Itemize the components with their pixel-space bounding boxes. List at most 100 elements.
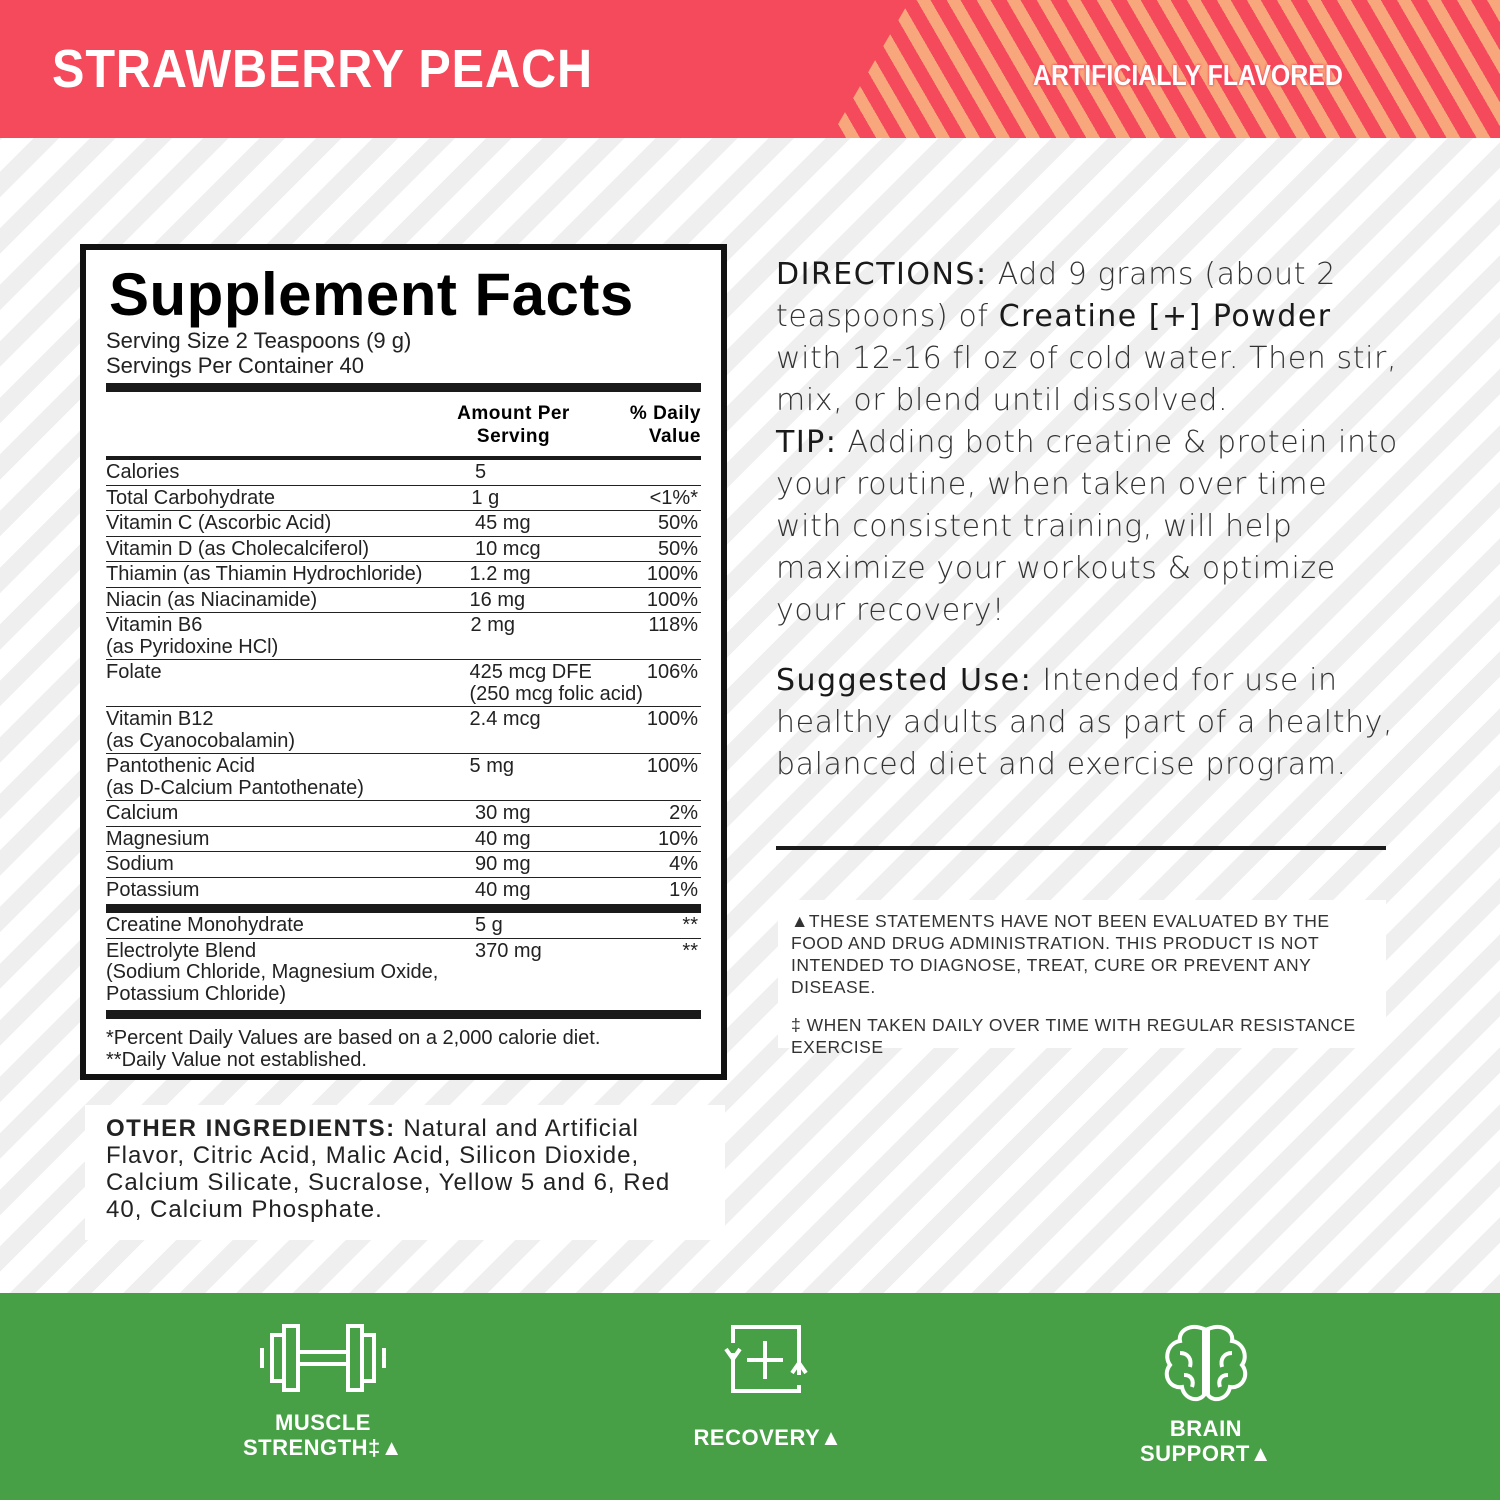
footnote-daily-value: *Percent Daily Values are based on a 2,0… <box>106 1027 601 1049</box>
section-divider <box>776 846 1386 850</box>
nutrient-daily-value: 50% <box>657 537 698 560</box>
nutrient-name-line: Niacin (as Niacinamide) <box>106 588 318 611</box>
nutrient-amount-line: 5 mg <box>469 755 514 777</box>
nutrient-amount: 1 g <box>471 486 649 510</box>
nutrient-daily-value: 4% <box>669 853 698 875</box>
nutrient-amount: 370 mg <box>475 939 655 1006</box>
nutrient-name-line: Calories <box>106 461 180 483</box>
table-row: Niacin (as Niacinamide) 16 mg 100% <box>106 588 701 613</box>
nutrient-daily-value: 118% <box>648 614 698 636</box>
flavor-note: ARTIFICIALLY FLAVORED <box>1033 60 1343 92</box>
nutrient-name-line: Potassium <box>106 878 200 901</box>
directions-panel: DIRECTIONS: Add 9 grams (about 2 teaspoo… <box>776 254 1401 786</box>
nutrient-name: Total Carbohydrate <box>106 487 471 510</box>
table-row: Thiamin (as Thiamin Hydrochloride) 1.2 mg… <box>106 562 701 588</box>
benefit-label: STRENGTH‡▲ <box>242 1435 403 1460</box>
table-row: Electrolyte Blend (Sodium Chloride, Magne… <box>106 939 701 1007</box>
nutrient-amount-line: 2 mg <box>470 614 515 636</box>
benefit-label: RECOVERY▲ <box>693 1425 843 1450</box>
nutrient-amount: 2 mg <box>470 614 649 658</box>
benefit-brain-support: BRAIN SUPPORT▲ <box>1086 1323 1326 1466</box>
nutrient-amount-line: 370 mg <box>475 939 542 962</box>
nutrient-daily-value: 2% <box>669 802 698 824</box>
table-row: Vitamin B12 (as Cyanocobalamin) 2.4 mcg 100… <box>106 707 701 754</box>
nutrient-name-line: Vitamin B12 <box>106 708 214 730</box>
directions-label: DIRECTIONS: <box>776 257 988 292</box>
nutrient-name: Vitamin C (Ascorbic Acid) <box>106 512 475 535</box>
table-row: Magnesium 40 mg 10% <box>106 827 701 852</box>
tip-label: TIP: <box>776 425 838 460</box>
nutrient-name-line: Vitamin C (Ascorbic Acid) <box>106 512 332 534</box>
dumbbell-icon <box>260 1324 386 1392</box>
nutrient-amount-line: 1 g <box>471 486 500 509</box>
nutrient-name: Folate <box>106 661 470 705</box>
nutrient-name-line: Vitamin D (as Cholecalciferol) <box>106 537 370 560</box>
nutrient-name: Vitamin B6 (as Pyridoxine HCl) <box>106 614 471 658</box>
tip-text: Adding both creatine & protein into your… <box>776 425 1398 628</box>
nutrient-daily-value <box>655 462 701 484</box>
nutrient-amount: 30 mg <box>475 802 655 825</box>
nutrient-name-line: (as D-Calcium Pantothenate) <box>106 776 364 799</box>
nutrient-amount: 40 mg <box>475 827 655 851</box>
product-name: Creatine [+] Powder <box>998 299 1332 334</box>
nutrient-name-line: Vitamin B6 <box>106 614 203 636</box>
nutrient-daily-value: 1% <box>669 878 698 901</box>
nutrient-amount: 5 mg <box>469 755 647 799</box>
nutrient-amount: 1.2 mg <box>469 563 647 586</box>
benefit-label: MUSCLE <box>275 1410 371 1435</box>
nutrient-name-line: Pantothenic Acid <box>106 755 255 777</box>
nutrient-amount-line: 90 mg <box>475 853 531 875</box>
nutrient-name: Calcium <box>106 802 475 825</box>
nutrient-name: Potassium <box>106 878 475 902</box>
nutrient-daily-value: <1%* <box>649 486 698 509</box>
other-ingredients: OTHER INGREDIENTS: Natural and Artificia… <box>85 1105 725 1240</box>
nutrient-amount-line: 16 mg <box>469 588 526 611</box>
flavor-name: STRAWBERRY PEACH <box>52 39 593 99</box>
footnote-not-established: **Daily Value not established. <box>106 1048 367 1071</box>
benefit-label: SUPPORT▲ <box>1139 1441 1273 1466</box>
nutrient-name: Electrolyte Blend (Sodium Chloride, Magne… <box>106 940 475 1006</box>
table-row: Sodium 90 mg 4% <box>106 852 701 878</box>
directions: DIRECTIONS: Add 9 grams (about 2 teaspoo… <box>776 254 1401 632</box>
table-row: Folate 425 mcg DFE (250 mcg folic acid) 106… <box>106 660 701 707</box>
nutrient-daily-value: 100% <box>646 588 698 611</box>
nutrient-amount-line: 30 mg <box>475 802 531 824</box>
supplement-facts-panel: Supplement Facts Serving Size 2 Teaspoon… <box>80 244 727 1080</box>
nutrient-name: Vitamin D (as Cholecalciferol) <box>106 537 475 561</box>
divider <box>106 1010 701 1019</box>
table-row: Potassium 40 mg 1% <box>106 878 701 903</box>
fda-disclaimer: ▲THESE STATEMENTS HAVE NOT BEEN EVALUATE… <box>791 911 1330 997</box>
nutrient-daily-value: 100% <box>646 755 698 777</box>
directions-text: Add 9 grams (about 2 teaspoons) of <box>776 257 1336 334</box>
nutrient-name: Niacin (as Niacinamide) <box>106 588 470 612</box>
nutrient-name: Calories <box>106 461 475 484</box>
table-row: Calcium 30 mg 2% <box>106 801 701 827</box>
blend-rows: Creatine Monohydrate 5 g ** Electrolyte Ble… <box>106 913 701 1006</box>
brain-icon <box>1164 1324 1248 1402</box>
table-row: Vitamin B6 (as Pyridoxine HCl) 2 mg 118% <box>106 613 701 660</box>
nutrient-amount: 45 mg <box>475 512 655 535</box>
nutrient-amount: 425 mcg DFE (250 mcg folic acid) <box>470 661 647 705</box>
table-row: Total Carbohydrate 1 g <1%* <box>106 486 701 511</box>
table-row: Vitamin C (Ascorbic Acid) 45 mg 50% <box>106 511 701 537</box>
table-row: Calories 5 <box>106 460 701 486</box>
stripe-pattern <box>830 0 1500 138</box>
nutrient-daily-value: 106% <box>646 661 698 683</box>
nutrient-amount-line: 40 mg <box>475 827 531 850</box>
nutrient-amount-line: 1.2 mg <box>469 563 531 585</box>
nutrient-amount: 40 mg <box>475 878 655 902</box>
benefits-bar: MUSCLE STRENGTH‡▲ RECOVERY▲ BRAIN SUPPOR… <box>0 1293 1500 1500</box>
nutrient-name: Sodium <box>106 853 475 876</box>
table-row: Vitamin D (as Cholecalciferol) 10 mcg 50% <box>106 537 701 562</box>
nutrient-name: Magnesium <box>106 828 475 851</box>
nutrient-amount-line: 40 mg <box>475 878 531 901</box>
nutrient-amount-line: 2.4 mcg <box>469 708 541 730</box>
nutrient-name: Pantothenic Acid (as D-Calcium Pantothena… <box>106 755 470 799</box>
nutrient-name: Creatine Monohydrate <box>106 914 475 937</box>
table-row: Pantothenic Acid (as D-Calcium Pantothena… <box>106 754 701 801</box>
nutrient-name-line: Sodium <box>106 853 174 875</box>
serving-size: Serving Size 2 Teaspoons (9 g) <box>106 328 412 353</box>
nutrient-amount: 5 <box>475 461 655 484</box>
col-amount: Amount Per Serving <box>457 403 570 447</box>
other-ingredients-label: OTHER INGREDIENTS: <box>106 1115 396 1142</box>
